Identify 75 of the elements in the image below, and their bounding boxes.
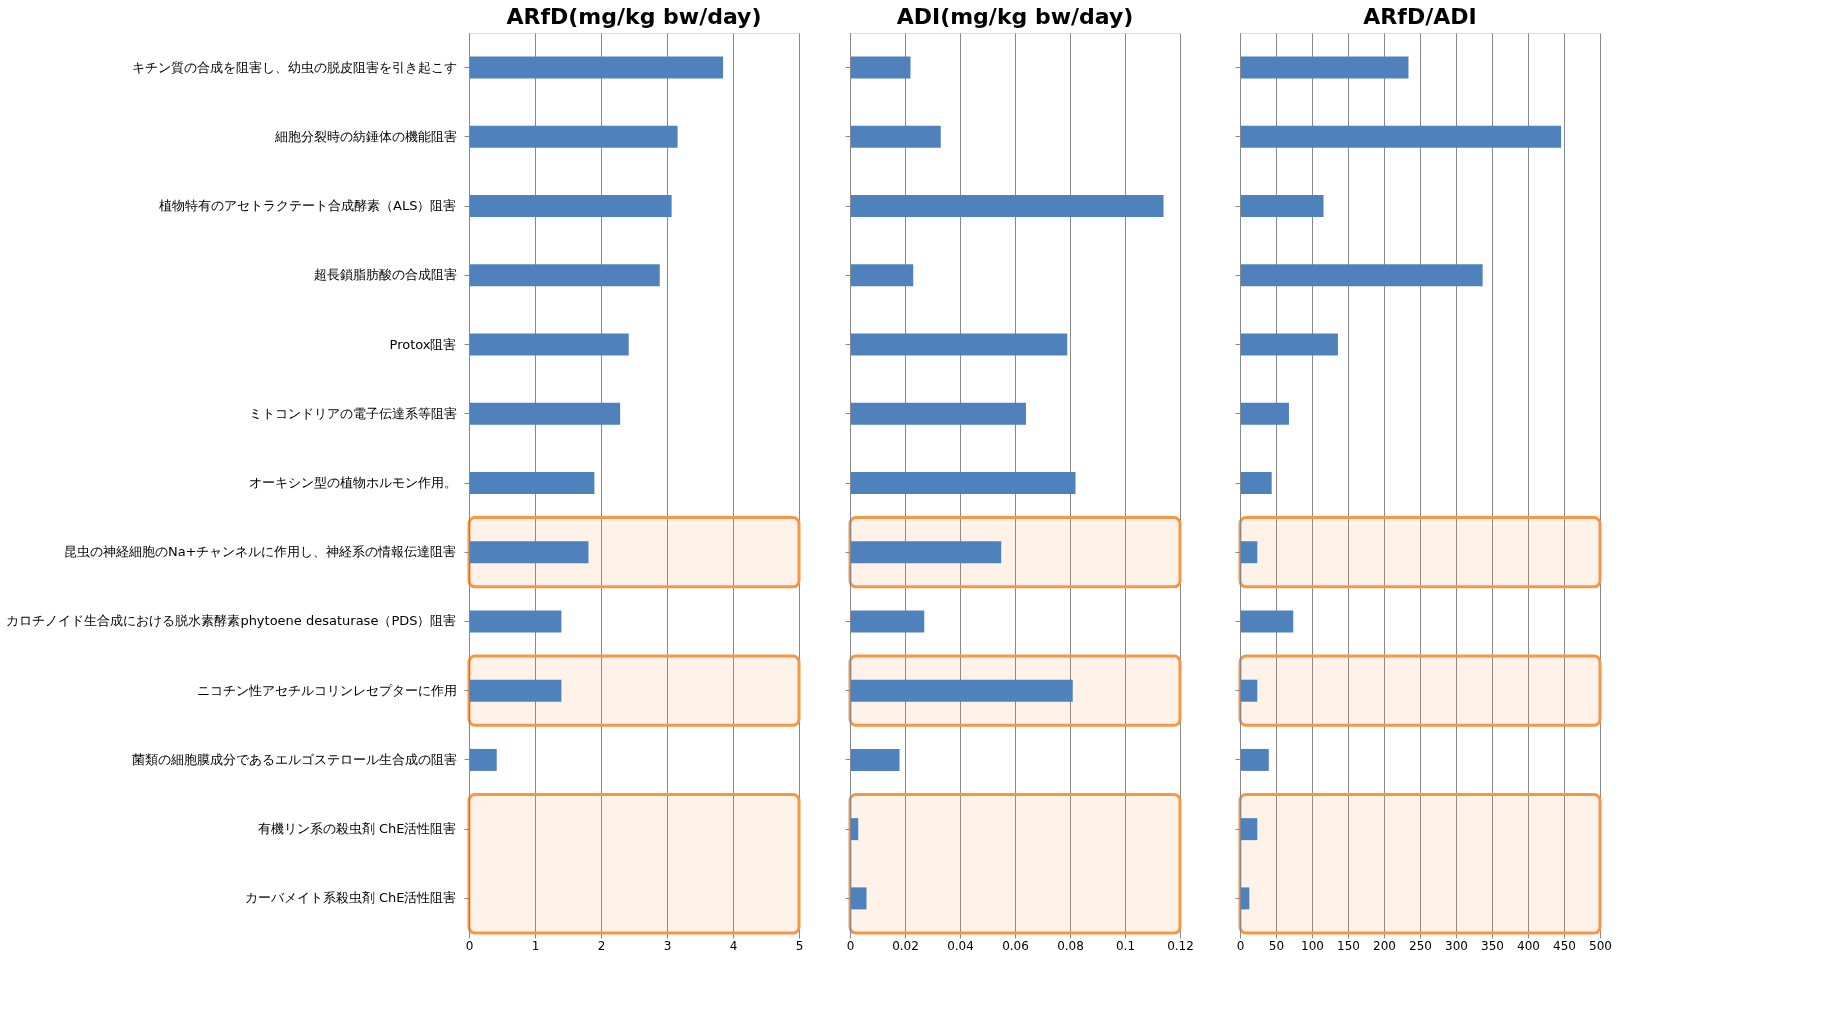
bar [850, 402, 1026, 425]
x-tick-label: 0 [465, 938, 474, 953]
x-tick-label: 200 [1373, 938, 1396, 953]
x-tick-label: 0.1 [1115, 938, 1136, 953]
bar [850, 56, 911, 79]
x-tick-label: 100 [1301, 938, 1324, 953]
x-tick-label: 450 [1553, 938, 1576, 953]
bar [1240, 679, 1258, 702]
bar [469, 610, 562, 633]
y-tick-label: 菌類の細胞膜成分であるエルゴステロール生合成の阻害 [131, 751, 457, 767]
bar [850, 748, 900, 771]
bar [1240, 748, 1269, 771]
bar [850, 264, 914, 287]
x-tick-label: 0 [1236, 938, 1245, 953]
x-tick-label: 150 [1337, 938, 1360, 953]
bar [469, 748, 497, 771]
bar [469, 195, 672, 218]
x-tick-label: 0 [846, 938, 855, 953]
bar [469, 333, 629, 356]
x-tick-label: 250 [1409, 938, 1432, 953]
x-tick-label: 400 [1517, 938, 1540, 953]
y-tick-label: ミトコンドリアの電子伝達系等阻害 [248, 405, 457, 421]
x-tick-label: 350 [1481, 938, 1504, 953]
bar [1240, 541, 1258, 564]
bar [850, 887, 867, 910]
bar [1240, 333, 1338, 356]
chart-title: ADI(mg/kg bw/day) [896, 4, 1134, 29]
bar [469, 679, 562, 702]
bar [1240, 402, 1289, 425]
y-tick-label: ニコチン性アセチルコリンレセプターに作用 [196, 682, 457, 698]
x-tick-label: 3 [663, 938, 672, 953]
bar [1240, 818, 1258, 841]
y-tick-label: キチン質の合成を阻害し、幼虫の脱皮阻害を引き起こす [131, 59, 457, 75]
x-tick-label: 300 [1445, 938, 1468, 953]
bar [469, 125, 678, 148]
x-tick-label: 0.04 [947, 938, 974, 953]
y-tick-label: 昆虫の神経細胞のNa+チャンネルに作用し、神経系の情報伝達阻害 [63, 544, 457, 560]
bar [850, 679, 1073, 702]
bar [850, 541, 1002, 564]
x-tick-label: 0.12 [1167, 938, 1194, 953]
y-tick-label: 植物特有のアセトラクテート合成酵素（ALS）阻害 [159, 198, 457, 214]
bar [469, 402, 621, 425]
bar [469, 264, 660, 287]
bar [469, 56, 724, 79]
y-tick-label: カーバメイト系殺虫剤 ChE活性阻害 [244, 890, 457, 906]
chart-title: ARfD(mg/kg bw/day) [506, 4, 762, 29]
x-tick-label: 5 [795, 938, 804, 953]
bar [1240, 472, 1272, 494]
bar [850, 125, 941, 148]
bar [1240, 125, 1562, 148]
y-tick-label: 超長鎖脂肪酸の合成阻害 [313, 267, 457, 283]
x-tick-label: 1 [531, 938, 540, 953]
bar [850, 195, 1164, 218]
x-tick-label: 2 [597, 938, 606, 953]
y-tick-label: Protox阻害 [389, 336, 457, 352]
x-tick-label: 0.08 [1057, 938, 1084, 953]
x-tick-label: 0.06 [1002, 938, 1029, 953]
bar [469, 472, 595, 494]
y-tick-label: 細胞分裂時の紡錘体の機能阻害 [273, 128, 457, 144]
bar [850, 333, 1068, 356]
x-tick-label: 0.02 [892, 938, 919, 953]
bar [1240, 264, 1483, 287]
bar [850, 472, 1076, 494]
y-tick-label: カロチノイド生合成における脱水素酵素phytoene desaturase（PDS）阻害 [6, 613, 457, 629]
bar [1240, 610, 1294, 633]
x-tick-label: 4 [729, 938, 738, 953]
bar [1240, 195, 1324, 218]
bar [1240, 56, 1409, 79]
x-tick-label: 500 [1589, 938, 1612, 953]
x-tick-label: 50 [1268, 938, 1285, 953]
bar [469, 541, 589, 564]
y-tick-label: オーキシン型の植物ホルモン作用。 [248, 475, 457, 490]
bar [850, 610, 925, 633]
chart-title: ARfD/ADI [1363, 4, 1477, 29]
y-tick-label: 有機リン系の殺虫剤 ChE活性阻害 [257, 821, 457, 837]
